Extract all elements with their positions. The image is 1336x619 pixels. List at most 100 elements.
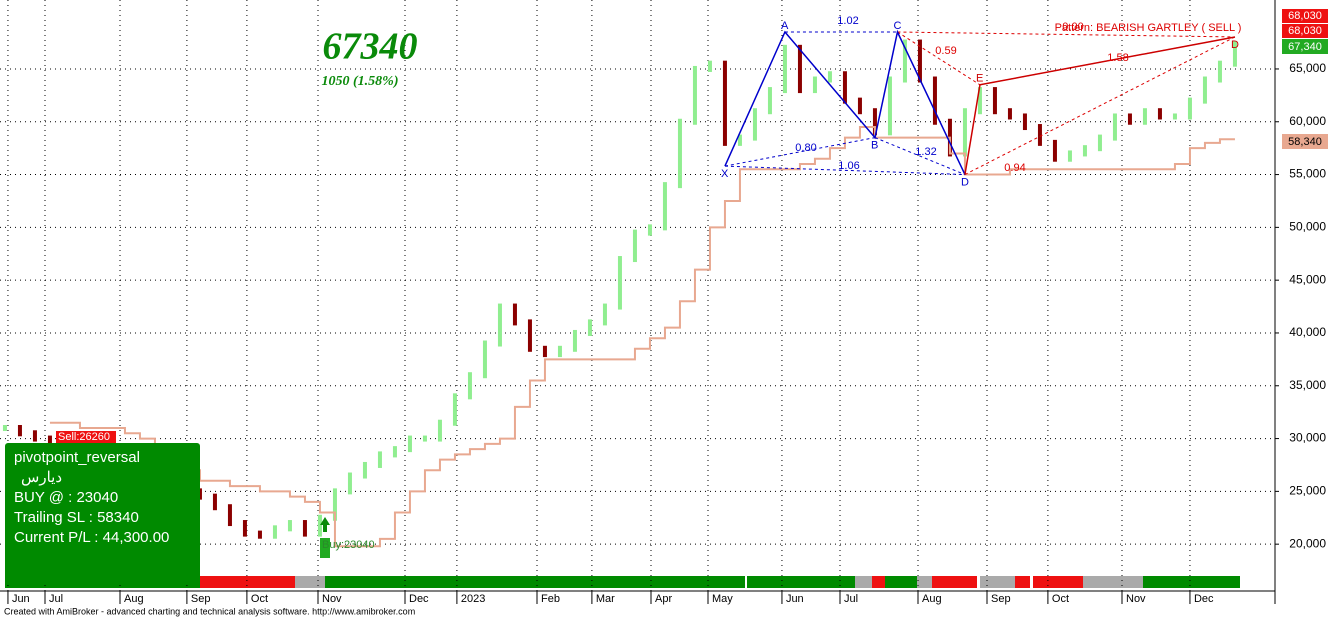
price-bar xyxy=(47,435,52,447)
price-bar xyxy=(932,76,937,125)
pattern-guide xyxy=(964,36,1236,176)
ribbon-segment xyxy=(872,576,885,588)
signal-box xyxy=(56,431,116,443)
sell-label: Sell:26260 xyxy=(58,431,110,443)
x-tick-label: Jul xyxy=(49,593,63,605)
price-bar xyxy=(602,303,607,326)
ribbon-segment xyxy=(1015,576,1030,588)
ribbon-segment xyxy=(1083,576,1143,588)
y-tick-label: 30,000 xyxy=(1289,431,1326,445)
price-bar xyxy=(227,504,232,527)
x-tick-label: Dec xyxy=(409,593,429,605)
y-tick-label: 20,000 xyxy=(1289,536,1326,550)
y-tick-label: 60,000 xyxy=(1289,114,1326,128)
price-bar xyxy=(857,97,862,115)
info-line: pivotpoint_reversal xyxy=(14,449,140,466)
price-bar xyxy=(1097,134,1102,152)
price-bar xyxy=(812,76,817,94)
price-bar xyxy=(887,76,892,136)
pattern-guide xyxy=(897,31,981,86)
price-bar xyxy=(767,87,772,115)
y-tick-label: 40,000 xyxy=(1289,325,1326,339)
ratio: 0.94 xyxy=(1004,162,1025,174)
y-tick-label: 55,000 xyxy=(1289,167,1326,181)
price-bar xyxy=(407,435,412,453)
price-bar xyxy=(32,430,37,442)
x-tick-label: Aug xyxy=(922,593,942,605)
ribbon-segment xyxy=(917,576,932,588)
y-tick-label: 25,000 xyxy=(1289,484,1326,498)
price-bar xyxy=(977,87,982,115)
y-tick-label: 35,000 xyxy=(1289,378,1326,392)
last-price: 67340 xyxy=(323,26,418,68)
buy-label: Buy:23040 xyxy=(322,539,375,551)
ribbon-segment xyxy=(1143,576,1240,588)
price-bar xyxy=(662,182,667,231)
info-line: BUY @ : 23040 xyxy=(14,489,118,506)
price-bar xyxy=(752,108,757,141)
price-bar xyxy=(437,419,442,442)
y-tick-label: 65,000 xyxy=(1289,61,1326,75)
pattern-guide xyxy=(724,165,965,176)
pattern-point-label: B xyxy=(871,140,878,152)
price-bar xyxy=(677,118,682,189)
price-bar xyxy=(1082,145,1087,157)
x-tick-label: Nov xyxy=(1126,593,1146,605)
price-bar xyxy=(377,451,382,468)
price-bar xyxy=(212,493,217,511)
ribbon-segment xyxy=(295,576,325,588)
price-box-label: 58,340 xyxy=(1288,136,1322,148)
pattern-guide xyxy=(724,137,876,167)
pattern-point-label: X xyxy=(721,168,729,180)
price-bar xyxy=(557,345,562,358)
ratio: 1.02 xyxy=(837,15,858,27)
ratio: 1.58 xyxy=(1107,52,1128,64)
pattern-point-label: D xyxy=(961,176,969,188)
price-bar xyxy=(797,44,802,94)
pattern-guide xyxy=(874,137,966,176)
trailing-stop-line xyxy=(49,126,1235,548)
price-bar xyxy=(632,229,637,263)
price-bar xyxy=(1037,124,1042,146)
price-bar xyxy=(1022,113,1027,131)
ratio: 0.00 xyxy=(1062,21,1083,33)
x-tick-label: Apr xyxy=(655,593,672,605)
ratio: 0.59 xyxy=(935,45,956,57)
pattern-point-label: D xyxy=(1231,39,1239,51)
price-box-label: 68,030 xyxy=(1288,10,1322,22)
price-bar xyxy=(782,44,787,94)
info-line: دیارس xyxy=(21,469,62,486)
price-bar xyxy=(497,303,502,347)
price-bar xyxy=(1172,113,1177,120)
ribbon-segment xyxy=(200,576,295,588)
price-box-label: 67,340 xyxy=(1288,41,1322,53)
price-bar xyxy=(647,224,652,236)
price-bar xyxy=(842,71,847,104)
x-tick-label: Dec xyxy=(1194,593,1214,605)
price-bar xyxy=(317,514,322,537)
pattern-name: Pattern: BEARISH GARTLEY ( SELL ) xyxy=(1055,22,1242,34)
price-bar xyxy=(1157,108,1162,120)
info-line: Current P/L : 44,300.00 xyxy=(14,529,169,546)
y-tick-label: 45,000 xyxy=(1289,272,1326,286)
info-panel xyxy=(5,443,200,585)
price-bar xyxy=(527,319,532,352)
x-tick-label: Jun xyxy=(12,593,30,605)
price-bar xyxy=(902,39,907,83)
price-bar xyxy=(707,60,712,72)
price-bar xyxy=(287,520,292,532)
price-bar xyxy=(467,372,472,400)
price-bar xyxy=(242,520,247,537)
price-bar xyxy=(692,65,697,125)
x-tick-label: Oct xyxy=(1052,593,1069,605)
pattern-line xyxy=(724,29,966,175)
plot-area: 20,000 25,000 30,000 35,000 40,000 45,000 50,0… xyxy=(0,0,1326,605)
x-tick-label: Sep xyxy=(191,593,211,605)
price-bar xyxy=(917,39,922,83)
ribbon-segment xyxy=(932,576,977,588)
price-bar xyxy=(347,472,352,495)
ratio: 0.80 xyxy=(795,142,816,154)
x-tick-label: 2023 xyxy=(461,593,485,605)
pattern-point-label: A xyxy=(781,20,789,32)
